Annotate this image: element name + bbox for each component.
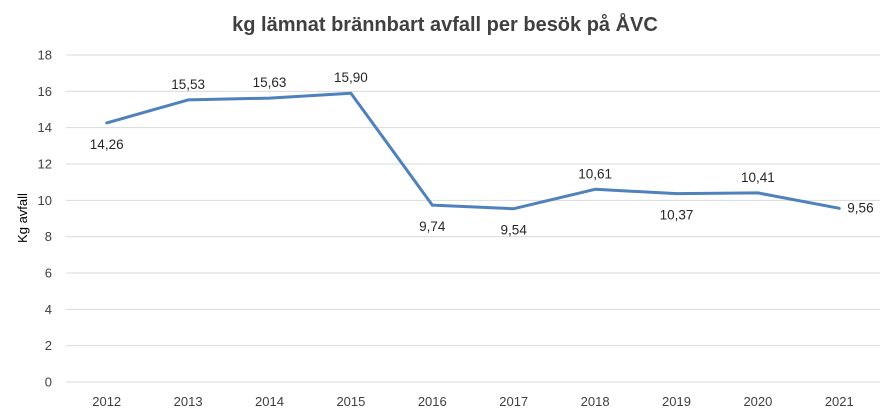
x-tick-label: 2013 [174,394,203,409]
x-tick-label: 2014 [255,394,284,409]
x-tick-label: 2017 [499,394,528,409]
x-tick-label: 2015 [336,394,365,409]
x-tick-label: 2020 [743,394,772,409]
data-label: 10,41 [741,170,775,185]
data-label: 10,37 [660,208,694,223]
y-tick-label: 12 [38,157,52,172]
data-label: 10,61 [578,166,612,181]
data-label: 14,26 [90,137,124,152]
series-line [105,91,841,211]
gridlines [66,54,880,383]
y-axis-ticks: 0 2 4 6 8 10 12 14 16 18 [38,48,52,390]
x-tick-label: 2018 [581,394,610,409]
data-labels: 14,26 15,53 15,63 15,90 9,74 9,54 10,61 10,37 10… [90,70,874,238]
x-tick-label: 2012 [92,394,121,409]
data-label: 9,56 [847,200,873,215]
x-tick-label: 2021 [825,394,854,409]
data-label: 9,74 [419,219,446,234]
chart-title: kg lämnat brännbart avfall per besök på … [232,12,658,36]
x-tick-label: 2016 [418,394,447,409]
x-axis-ticks: 2012 2013 2014 2015 2016 2017 2018 2019 2020 2021 [92,394,854,409]
y-tick-label: 18 [38,48,52,63]
data-label: 15,53 [171,77,205,92]
y-tick-label: 8 [45,229,52,244]
y-tick-label: 4 [45,302,52,317]
data-label: 15,63 [253,75,287,90]
x-tick-label: 2019 [662,394,691,409]
y-tick-label: 10 [38,193,52,208]
y-tick-label: 16 [38,84,52,99]
y-tick-label: 0 [45,375,52,390]
y-tick-label: 14 [38,120,52,135]
y-tick-label: 6 [45,266,52,281]
y-axis-label: Kg avfall [15,193,30,243]
data-label: 15,90 [334,70,368,85]
y-tick-label: 2 [45,338,52,353]
data-label: 9,54 [501,223,528,238]
